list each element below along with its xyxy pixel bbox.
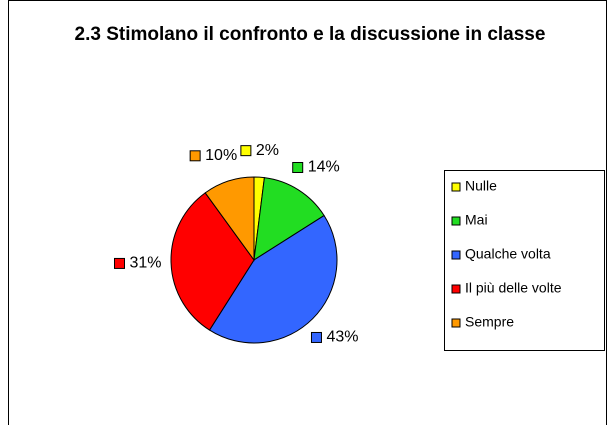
- data-label: 43%: [326, 329, 358, 346]
- legend-label: Nulle: [465, 178, 497, 194]
- label-swatch: [113, 257, 125, 269]
- data-label: 2%: [256, 142, 279, 159]
- legend-swatch: [451, 250, 461, 260]
- label-swatch: [240, 145, 252, 157]
- legend-label: Mai: [465, 212, 488, 228]
- pie-slice: [208, 214, 338, 344]
- legend-swatch: [451, 216, 461, 226]
- legend-swatch: [451, 318, 461, 328]
- data-label: 31%: [129, 255, 161, 272]
- label-swatch: [292, 161, 304, 173]
- pie-slice: [204, 176, 255, 262]
- legend-swatch: [451, 182, 461, 192]
- data-label: 14%: [308, 159, 340, 176]
- label-swatch: [310, 331, 322, 343]
- label-swatch: [189, 150, 201, 162]
- chart-title: 2.3 Stimolano il confronto e la discussi…: [74, 24, 546, 45]
- legend-box: [444, 170, 605, 351]
- legend-label: Il più delle volte: [465, 280, 562, 296]
- pie-slice: [253, 177, 325, 261]
- data-label: 10%: [205, 147, 237, 164]
- legend-label: Qualche volta: [465, 246, 551, 262]
- chart-border: [8, 0, 607, 425]
- pie-slice: [170, 192, 255, 331]
- legend-label: Sempre: [465, 314, 514, 330]
- legend-swatch: [451, 284, 461, 294]
